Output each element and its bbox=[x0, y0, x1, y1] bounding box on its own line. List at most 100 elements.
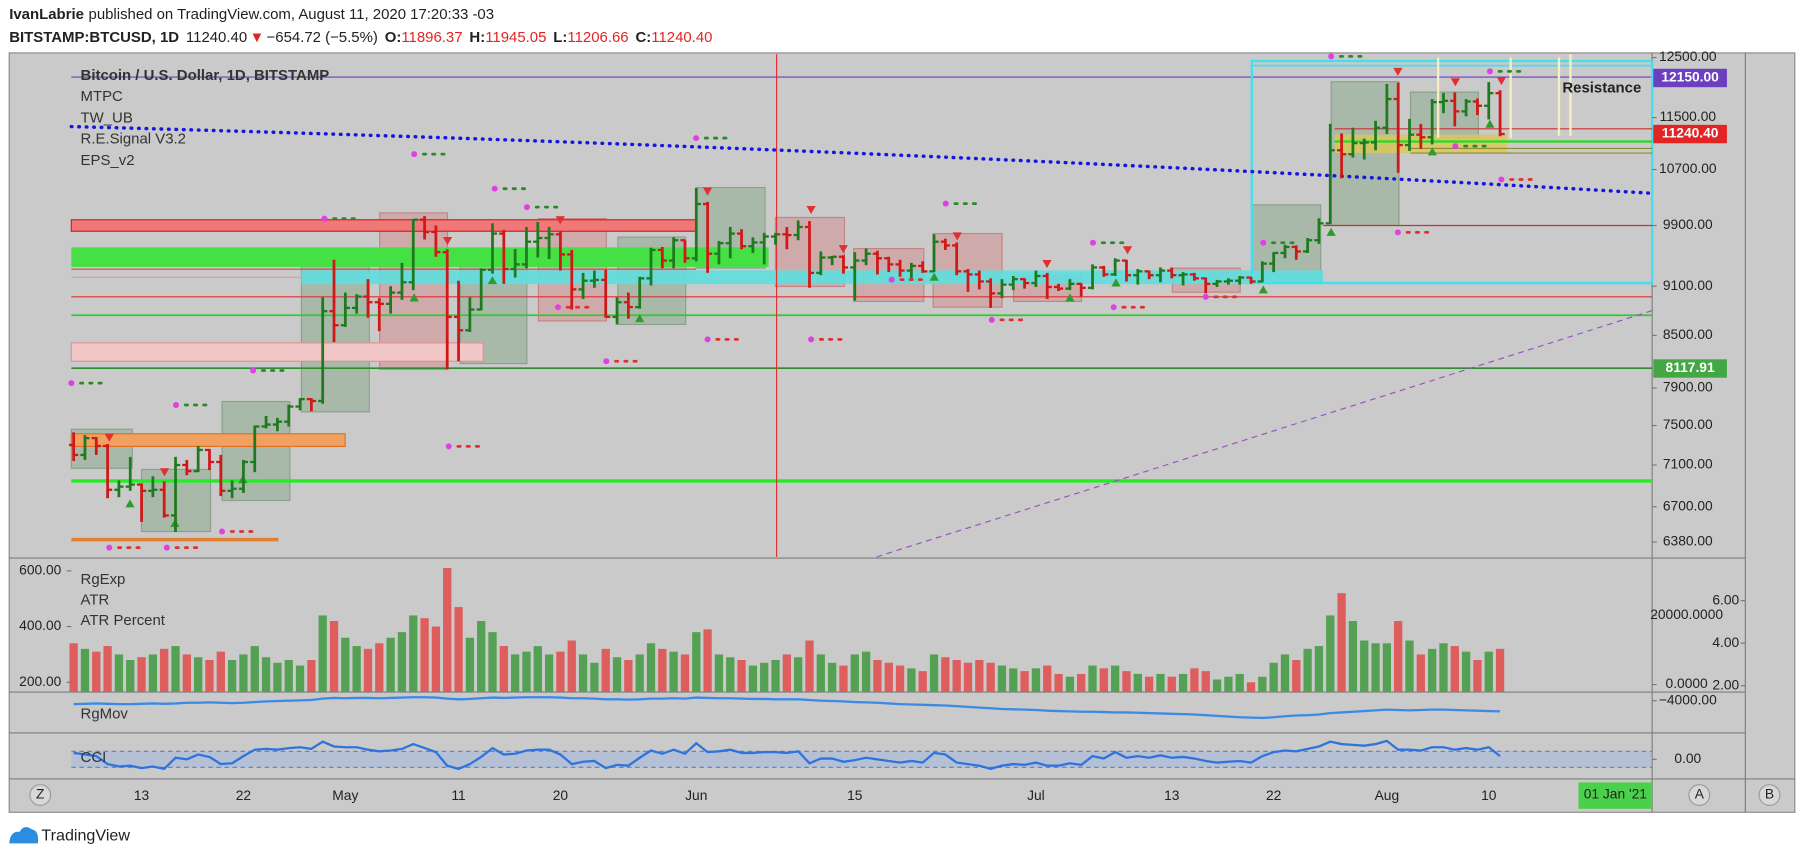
pane-title: RgMov bbox=[81, 705, 129, 722]
volume-bar bbox=[363, 648, 373, 692]
x-tick-label: 11 bbox=[451, 788, 465, 803]
tick-label: 400.00 bbox=[19, 618, 62, 633]
volume-bar bbox=[273, 662, 282, 692]
volume-bar bbox=[544, 654, 554, 692]
volume-bar bbox=[1484, 651, 1493, 692]
volume-bar bbox=[477, 621, 486, 692]
volume-bar bbox=[771, 660, 780, 692]
published: published on TradingView.com, August 11,… bbox=[89, 6, 495, 23]
volume-bar bbox=[1190, 668, 1199, 692]
x-tick-label: Jul bbox=[1027, 788, 1045, 803]
volume-bar bbox=[92, 651, 101, 692]
volume-bar bbox=[590, 662, 599, 692]
volume-bar bbox=[352, 646, 361, 692]
annotation: Resistance bbox=[1562, 80, 1641, 97]
volume-bar bbox=[952, 660, 961, 692]
axis-button[interactable] bbox=[29, 784, 52, 806]
volume-bar bbox=[443, 568, 452, 692]
volume-bar bbox=[1246, 682, 1256, 692]
price-tag-label: 12150.00 bbox=[1661, 70, 1719, 85]
ohlc-key: C: bbox=[636, 29, 652, 46]
volume-bar bbox=[1099, 668, 1108, 692]
volume-bar bbox=[318, 615, 327, 692]
ohlc-value: 11206.66 bbox=[567, 29, 628, 46]
volume-bar bbox=[1292, 660, 1301, 692]
last-price: 11240.40 bbox=[186, 29, 247, 46]
volume-bar bbox=[261, 657, 271, 692]
volume-bar bbox=[1303, 648, 1312, 692]
axis-button-label[interactable]: B bbox=[1765, 787, 1774, 802]
ohlc-value: 11240.40 bbox=[651, 29, 712, 46]
volume-bar bbox=[295, 665, 305, 692]
volume-bar bbox=[69, 643, 78, 692]
volume-bar bbox=[1405, 640, 1414, 692]
volume-bar bbox=[1394, 621, 1403, 692]
volume-bar bbox=[567, 640, 576, 692]
tick-label: 10700.00 bbox=[1659, 161, 1717, 176]
volume-bar bbox=[895, 665, 905, 692]
volume-bar bbox=[850, 654, 859, 692]
footer: TradingView bbox=[9, 827, 130, 845]
volume-bar bbox=[635, 654, 644, 692]
volume-bar bbox=[1122, 671, 1131, 692]
volume-bar bbox=[1450, 646, 1459, 692]
volume-bar bbox=[1371, 643, 1380, 692]
volume-bar bbox=[997, 665, 1007, 692]
volume-bar bbox=[794, 657, 803, 692]
volume-bar bbox=[1020, 671, 1029, 692]
tick-label: 200.00 bbox=[19, 674, 62, 689]
x-tick-label: 10 bbox=[1481, 788, 1497, 803]
axis-button[interactable] bbox=[1688, 784, 1711, 806]
volume-bar bbox=[578, 654, 588, 692]
axis-button-label[interactable]: A bbox=[1695, 787, 1705, 802]
volume-bar bbox=[986, 662, 995, 692]
indicator-line bbox=[73, 696, 1501, 720]
tick-label: 600.00 bbox=[19, 563, 62, 578]
volume-bar bbox=[907, 668, 916, 692]
price-tag bbox=[1653, 359, 1727, 378]
volume-bar bbox=[420, 618, 429, 692]
pane-title: CCI bbox=[81, 749, 107, 766]
volume-bar bbox=[114, 654, 124, 692]
volume-bar bbox=[1428, 648, 1437, 692]
volume-bar bbox=[760, 662, 769, 692]
time-marker-box bbox=[1578, 782, 1653, 809]
volume-bar bbox=[409, 615, 418, 692]
x-tick-label: 22 bbox=[236, 788, 251, 803]
axis-button[interactable] bbox=[1758, 784, 1781, 806]
author: IvanLabrie bbox=[9, 6, 84, 23]
indicator-name: RgExp bbox=[81, 571, 126, 588]
volume-bar bbox=[1337, 593, 1346, 692]
ohlc-value: 11896.37 bbox=[401, 29, 462, 46]
tick-label: 6380.00 bbox=[1663, 534, 1713, 549]
volume-bar bbox=[884, 662, 893, 692]
axis-button-label[interactable]: Z bbox=[36, 787, 44, 802]
volume-bar bbox=[646, 643, 656, 692]
x-tick-label: 20 bbox=[553, 788, 569, 803]
level-zone bbox=[70, 342, 484, 362]
volume-bar bbox=[1258, 676, 1267, 692]
volume-bar bbox=[329, 621, 339, 692]
trend-curve bbox=[69, 124, 1654, 196]
symbol-line: BITSTAMP:BTCUSD, 1D 11240.40 ▼ −654.72 (−5.… bbox=[9, 29, 712, 46]
volume-bar bbox=[397, 632, 407, 692]
tick-label: 0.0000 bbox=[1666, 676, 1709, 691]
volume-bar bbox=[748, 665, 758, 692]
volume-bar bbox=[1009, 668, 1018, 692]
tick-label: 9100.00 bbox=[1663, 278, 1713, 293]
ohlc-value: 11945.05 bbox=[485, 29, 546, 46]
volume-bar bbox=[714, 654, 724, 692]
volume-bar bbox=[431, 626, 441, 692]
volume-bar bbox=[556, 651, 565, 692]
ohlc-key: O: bbox=[385, 29, 402, 46]
brand-logo bbox=[9, 827, 39, 844]
volume-bar bbox=[160, 648, 169, 692]
volume-bar bbox=[1473, 660, 1482, 692]
volume-bar bbox=[703, 629, 712, 692]
volume-bar bbox=[1054, 673, 1063, 692]
volume-bar bbox=[816, 654, 825, 692]
volume-bar bbox=[103, 646, 112, 692]
x-tick-label: 22 bbox=[1266, 788, 1281, 803]
support-zone bbox=[71, 247, 769, 267]
price-tag bbox=[1653, 124, 1727, 144]
